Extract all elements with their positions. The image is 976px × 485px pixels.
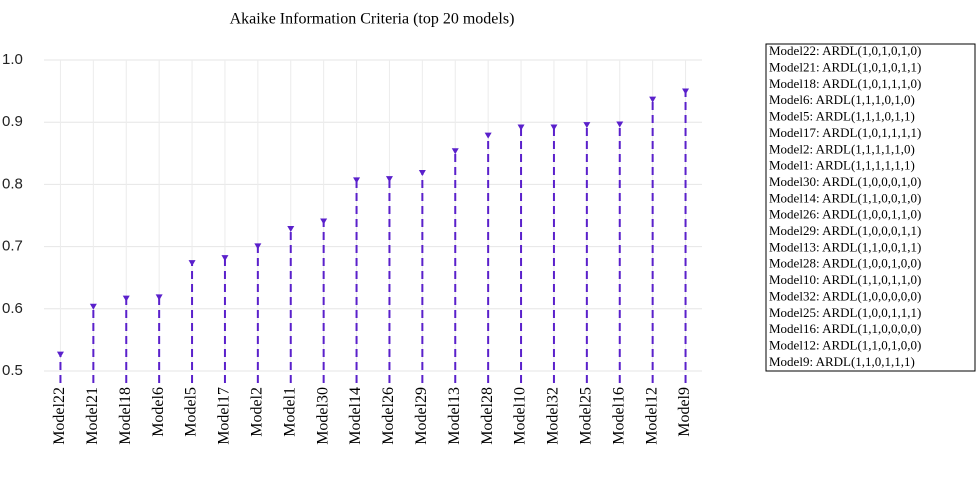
x-tick-label: Model16 (610, 387, 627, 445)
stem-marker (56, 351, 64, 358)
x-tick-label: Model28 (479, 387, 496, 445)
x-tick-label: Model9 (676, 387, 693, 437)
x-tick-label: Model12 (643, 387, 660, 445)
x-tick-label: Model13 (446, 387, 463, 445)
legend-entry: Model6: ARDL(1,1,1,0,1,0) (769, 92, 915, 107)
legend-entry: Model28: ARDL(1,0,0,1,0,0) (769, 256, 921, 271)
stem-marker (254, 243, 262, 250)
legend-entry: Model29: ARDL(1,0,0,0,1,1) (769, 223, 921, 238)
stem-marker (353, 177, 361, 184)
y-tick-label: 0.7 (2, 238, 23, 255)
legend-entry: Model1: ARDL(1,1,1,1,1,1) (769, 158, 915, 173)
legend-entry: Model9: ARDL(1,1,0,1,1,1) (769, 354, 915, 369)
stem-marker (451, 148, 459, 155)
chart-title: Akaike Information Criteria (top 20 mode… (230, 11, 515, 28)
stem-marker (418, 169, 426, 176)
stem-marker (287, 225, 295, 232)
stem-marker (517, 124, 525, 131)
legend-entry: Model12: ARDL(1,1,0,1,0,0) (769, 337, 921, 352)
legend-entry: Model17: ARDL(1,0,1,1,1,1) (769, 125, 921, 140)
legend-entry: Model2: ARDL(1,1,1,1,1,0) (769, 141, 915, 156)
stem-marker (484, 132, 492, 139)
y-tick-label: 0.8 (2, 175, 23, 192)
x-tick-label: Model21 (84, 387, 101, 445)
x-tick-label: Model6 (150, 387, 167, 437)
x-tick-label: Model30 (314, 387, 331, 445)
x-tick-label: Model2 (249, 387, 266, 437)
stem-marker (616, 121, 624, 128)
legend-entry: Model30: ARDL(1,0,0,0,1,0) (769, 174, 921, 189)
legend-entry: Model21: ARDL(1,0,1,0,1,1) (769, 60, 921, 75)
x-tick-label: Model1 (281, 387, 298, 437)
legend-entry: Model18: ARDL(1,0,1,1,1,0) (769, 76, 921, 91)
stem-marker (89, 303, 97, 310)
stem-marker (320, 218, 328, 225)
x-tick-label: Model29 (413, 387, 430, 445)
legend-entry: Model10: ARDL(1,1,0,1,1,0) (769, 272, 921, 287)
x-tick-label: Model32 (545, 387, 562, 445)
stem-marker (649, 96, 657, 103)
y-tick-label: 0.5 (2, 362, 23, 379)
x-tick-label: Model26 (380, 387, 397, 445)
legend-entry: Model16: ARDL(1,1,0,0,0,0) (769, 321, 921, 336)
stem-marker (122, 295, 130, 302)
x-tick-label: Model10 (512, 387, 529, 445)
x-tick-label: Model5 (183, 387, 200, 437)
y-tick-label: 0.9 (2, 113, 23, 130)
stem-marker (188, 260, 196, 267)
legend-box (765, 43, 976, 372)
x-tick-label: Model14 (347, 387, 364, 445)
legend-entry: Model25: ARDL(1,0,0,1,1,1) (769, 305, 921, 320)
x-tick-label: Model18 (117, 387, 134, 445)
y-tick-label: 1.0 (2, 51, 23, 68)
stem-marker (155, 294, 163, 301)
x-tick-label: Model25 (578, 387, 595, 445)
legend-entry: Model5: ARDL(1,1,1,0,1,1) (769, 109, 915, 124)
stem-marker (550, 124, 558, 131)
stem-marker (221, 255, 229, 262)
x-tick-label: Model17 (216, 387, 233, 445)
y-tick-label: 0.6 (2, 300, 23, 317)
x-tick-label: Model22 (51, 387, 68, 445)
legend-entry: Model22: ARDL(1,0,1,0,1,0) (769, 43, 921, 58)
legend-entry: Model26: ARDL(1,0,0,1,1,0) (769, 207, 921, 222)
legend-entry: Model13: ARDL(1,1,0,0,1,1) (769, 239, 921, 254)
legend-entry: Model32: ARDL(1,0,0,0,0,0) (769, 288, 921, 303)
stem-marker (385, 176, 393, 183)
stem-marker (682, 88, 690, 95)
stem-marker (583, 122, 591, 129)
legend-entry: Model14: ARDL(1,1,0,0,1,0) (769, 190, 921, 205)
